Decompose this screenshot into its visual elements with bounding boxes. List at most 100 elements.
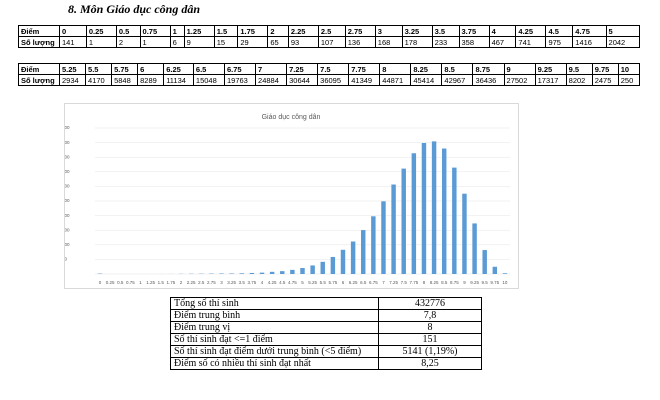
row-header: Điểm (18, 63, 60, 75)
bar (249, 272, 255, 274)
count-cell: 36095 (317, 74, 350, 86)
x-tick-label: 0.25 (106, 280, 115, 285)
count-cell: 1416 (572, 36, 607, 48)
table-row: Số lượng 2934 4170 5848 8289 11134 15048 19763 2… (18, 74, 641, 86)
x-tick-label: 7.25 (389, 280, 398, 285)
count-cell: 29 (237, 36, 269, 48)
x-tick-label: 10 (502, 280, 508, 285)
score-cell: 2.25 (287, 25, 319, 37)
x-tick-label: 4.25 (268, 280, 277, 285)
x-tick-label: 9.75 (490, 280, 499, 285)
score-cell: 2.5 (317, 25, 346, 37)
chart: Giáo dục công dân 0500010000150002000025… (57, 114, 510, 285)
x-tick-label: 1.5 (158, 280, 165, 285)
bar (350, 241, 356, 274)
score-cell: 4 (488, 25, 517, 37)
count-cell: 41349 (348, 74, 381, 86)
x-tick-label: 8.75 (450, 280, 459, 285)
summary-value: 8 (378, 321, 482, 334)
count-cell: 8202 (565, 74, 593, 86)
y-tick-label: 45000 (65, 140, 70, 145)
score-cell: 1.75 (237, 25, 269, 37)
chart-title: Giáo dục công dân (262, 114, 321, 121)
score-cell: 0 (59, 25, 87, 37)
score-cell: 1 (169, 25, 185, 37)
x-tick-label: 2.75 (207, 280, 216, 285)
x-tick-label: 9.5 (482, 280, 489, 285)
score-cell: 3 (374, 25, 403, 37)
count-cell: 5848 (111, 74, 139, 86)
count-cell: 358 (458, 36, 490, 48)
bar (239, 273, 244, 274)
y-tick-label: 20000 (65, 213, 70, 218)
summary-value: 7,8 (378, 309, 482, 322)
count-cell: 2 (115, 36, 141, 48)
count-cell: 2042 (605, 36, 641, 48)
heading: 8. Môn Giáo dục công dân (68, 2, 201, 16)
count-cell: 27502 (503, 74, 536, 86)
count-cell: 178 (401, 36, 433, 48)
table-row: Điểm 0 0.25 0.5 0.75 1 1.25 1.5 1.75 2 2.25 2.5 2.75… (18, 25, 641, 37)
x-tick-label: 7.75 (409, 280, 418, 285)
score-cell: 2 (267, 25, 289, 37)
score-cell: 9.5 (565, 63, 593, 75)
count-cell: 15048 (192, 74, 225, 86)
x-tick-label: 1.75 (167, 280, 176, 285)
score-cell: 3.75 (458, 25, 490, 37)
count-cell: 65 (267, 36, 289, 48)
x-tick-label: 0.5 (117, 280, 124, 285)
bar (280, 271, 285, 274)
score-cell: 9 (503, 63, 536, 75)
x-tick-label: 3.75 (248, 280, 257, 285)
summary-label: Điểm số có nhiều thí sinh đạt nhất (170, 357, 379, 370)
x-tick-label: 2.5 (198, 280, 205, 285)
x-tick-label: 8.5 (441, 280, 448, 285)
x-tick-label: 0.75 (126, 280, 135, 285)
bar (472, 223, 477, 274)
bar (290, 269, 295, 274)
x-tick-label: 6.5 (360, 280, 367, 285)
bar (482, 250, 487, 274)
x-tick-label: 4.75 (288, 280, 297, 285)
score-cell: 6.75 (223, 63, 257, 75)
x-tick-label: 5 (301, 280, 304, 285)
bar (411, 153, 417, 274)
score-cell: 3.5 (431, 25, 460, 37)
x-tick-label: 4 (261, 280, 264, 285)
count-cell: 168 (374, 36, 403, 48)
table-row: Điểm số có nhiều thí sinh đạt nhất 8,25 (170, 357, 482, 370)
count-cell: 93 (287, 36, 319, 48)
summary-table: Tổng số thí sinh 432776 Điểm trung bình 7,8… (170, 297, 482, 370)
count-cell: 8289 (137, 74, 165, 86)
score-cell: 4.5 (545, 25, 574, 37)
x-tick-label: 8.25 (430, 280, 439, 285)
summary-label: Điểm trung vị (170, 321, 379, 334)
score-cell: 4.75 (572, 25, 607, 37)
count-cell: 2475 (591, 74, 619, 86)
count-cell: 44871 (379, 74, 412, 86)
summary-value: 8,25 (378, 357, 482, 370)
bar (340, 249, 346, 274)
score-cell: 5.25 (58, 63, 87, 75)
count-cell: 9 (183, 36, 215, 48)
count-cell: 233 (431, 36, 460, 48)
score-cell: 1.5 (213, 25, 239, 37)
score-cell: 5 (605, 25, 641, 37)
x-tick-label: 0 (99, 280, 102, 285)
x-tick-label: 6.75 (369, 280, 378, 285)
count-cell: 6 (169, 36, 185, 48)
score-cell: 7.5 (317, 63, 350, 75)
bar (320, 261, 325, 274)
row-header: Số lượng (18, 36, 60, 48)
count-cell: 1 (85, 36, 117, 48)
score-cell: 5.5 (85, 63, 113, 75)
summary-label: Điểm trung bình (170, 309, 379, 322)
x-tick-label: 3.25 (227, 280, 236, 285)
score-cell: 0.25 (85, 25, 117, 37)
count-cell: 141 (59, 36, 87, 48)
summary-value: 151 (378, 333, 482, 346)
table-row: Điểm trung vị 8 (170, 321, 482, 334)
y-tick-label: 30000 (65, 184, 70, 189)
score-cell: 3.25 (401, 25, 433, 37)
score-cell: 8.5 (441, 63, 474, 75)
